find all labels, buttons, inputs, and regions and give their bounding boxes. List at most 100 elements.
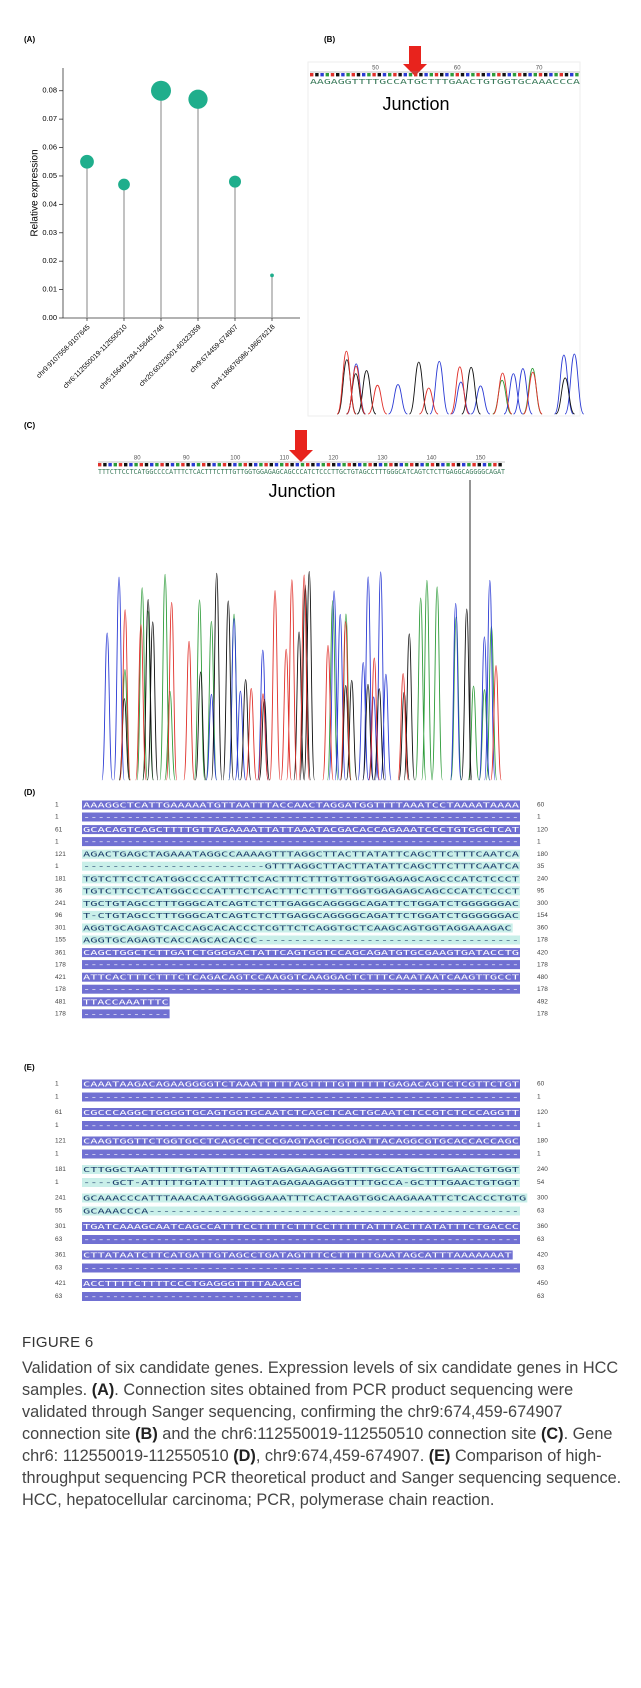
base-call-box — [150, 463, 154, 467]
caption-part: . Gene chr6: 112550019-112550510 — [22, 1425, 613, 1465]
row-start: 1 — [55, 1122, 59, 1129]
row-start: 178 — [55, 986, 66, 993]
sequence: ----GCT-ATTTTTGTATTTTTTAGTAGAGAAGAGGTTTT… — [83, 1179, 520, 1187]
ruler-label: 140 — [426, 456, 437, 462]
sequence: ----------------------------------------… — [83, 814, 519, 822]
base-call-box — [207, 463, 211, 467]
base-call-box — [455, 73, 459, 77]
base-call-box — [321, 463, 325, 467]
base-call-box — [507, 73, 511, 77]
base-call-box — [398, 73, 402, 77]
base-call-box — [482, 463, 487, 467]
sequence-bar — [82, 825, 520, 835]
base-call-box — [238, 463, 242, 467]
row-start: 301 — [55, 925, 66, 932]
row-end: 240 — [537, 876, 548, 883]
base-call-box — [488, 463, 492, 467]
base-call-box — [420, 463, 424, 467]
base-call-box — [492, 73, 496, 77]
dot — [80, 154, 94, 169]
y-tick-label: 0.08 — [42, 86, 57, 95]
base-call-box — [393, 73, 397, 77]
base-call-box — [471, 73, 475, 77]
row-start: 181 — [55, 876, 66, 883]
ruler-label: 70 — [536, 66, 543, 72]
row-end: 178 — [537, 986, 548, 993]
panel-label: (C) — [24, 421, 35, 430]
base-call-box — [554, 73, 558, 77]
base-call-box — [191, 463, 195, 467]
base-call-box — [372, 73, 376, 77]
sequence-bar — [82, 1165, 520, 1174]
base-call-box — [196, 463, 201, 467]
y-tick-label: 0.00 — [42, 313, 57, 322]
base-call-box — [523, 73, 527, 77]
sequence-bar — [82, 1108, 520, 1117]
dot — [151, 80, 171, 101]
sequence-bar — [82, 1206, 520, 1216]
row-start: 1 — [55, 1179, 59, 1186]
base-call-box — [404, 463, 409, 467]
row-start: 1 — [55, 814, 59, 821]
sequence-bar — [82, 910, 520, 920]
base-sequence: TTTCTTCCTCATGGCCCCATTTCTCACTTTCTTTGTTGGT… — [98, 468, 506, 476]
base-call-box — [460, 73, 465, 77]
base-call-box — [544, 73, 548, 77]
row-end: 240 — [537, 1166, 548, 1173]
row-start: 55 — [55, 1208, 63, 1215]
y-axis-label: Relative expression — [30, 149, 41, 236]
sequence: GCAAACCCATTTAAACAATGAGGGGAAATTTCACTAAGTG… — [83, 1195, 526, 1203]
row-start: 1 — [55, 802, 59, 809]
base-call-box — [389, 463, 393, 467]
sequence-ruler: 80 90 100 110 120 130 140 150 TTTCTTCCTCATGGCCCC… — [98, 456, 506, 476]
base-call-box — [408, 73, 413, 77]
dot — [270, 273, 274, 278]
panel-label: (A) — [24, 35, 35, 44]
base-call-box — [311, 463, 315, 467]
trace — [337, 359, 575, 415]
x-tick-label: chr4:186676086-186676218 — [210, 324, 277, 391]
sequence-bar — [82, 800, 520, 810]
ruler-label: 130 — [377, 456, 388, 462]
sequence: TGTCTTCCTCATGGCCCCATTTCTCACTTTCTTTGTTGGT… — [83, 887, 520, 895]
caption-text: Validation of six candidate genes. Expre… — [22, 1357, 622, 1511]
base-call-box — [441, 463, 445, 467]
caption: FIGURE 6 Validation of six candidate gen… — [22, 1334, 622, 1511]
panel-label: (D) — [24, 788, 35, 797]
sequence: GCAAACCCA-------------------------------… — [83, 1208, 519, 1216]
trace — [336, 350, 543, 415]
base-call-box — [351, 73, 355, 77]
base-call-box — [212, 463, 216, 467]
ruler-label: 90 — [183, 456, 190, 462]
ruler-label: 110 — [280, 456, 290, 462]
base-call-box — [403, 73, 407, 77]
dot — [229, 175, 241, 188]
base-call-box — [176, 463, 180, 467]
base-call-box — [352, 463, 357, 467]
row-start: 121 — [55, 1138, 66, 1145]
base-call-box — [332, 463, 336, 467]
sequence: CAAGTGGTTCTGGTGCCTCAGCCTCCCGAGTAGCTGGGAT… — [83, 1138, 519, 1146]
row-end: 63 — [537, 1208, 545, 1215]
base-call-box — [419, 73, 423, 77]
base-call-box — [472, 463, 476, 467]
row-start: 155 — [55, 937, 66, 944]
row-end: 300 — [537, 900, 548, 907]
base-call-box — [290, 463, 294, 467]
base-call-box — [363, 463, 367, 467]
base-call-box — [300, 463, 305, 467]
base-call-box — [243, 463, 247, 467]
caption-part: . Connection sites obtained from PCR pro… — [22, 1381, 574, 1443]
base-call-box — [274, 463, 279, 467]
base-call-box — [356, 73, 361, 77]
row-end: 120 — [537, 826, 548, 833]
row-start: 178 — [55, 961, 66, 968]
base-call-box — [533, 73, 537, 77]
base-call-box — [336, 73, 340, 77]
row-start: 241 — [55, 900, 66, 907]
sequence-bar — [82, 898, 520, 908]
annotation: Junction — [268, 481, 335, 501]
sequence: AGACTGAGCTAGAAATAGGCCAAAAGTTTAGGCTTACTTA… — [83, 851, 520, 859]
dot — [118, 178, 130, 191]
